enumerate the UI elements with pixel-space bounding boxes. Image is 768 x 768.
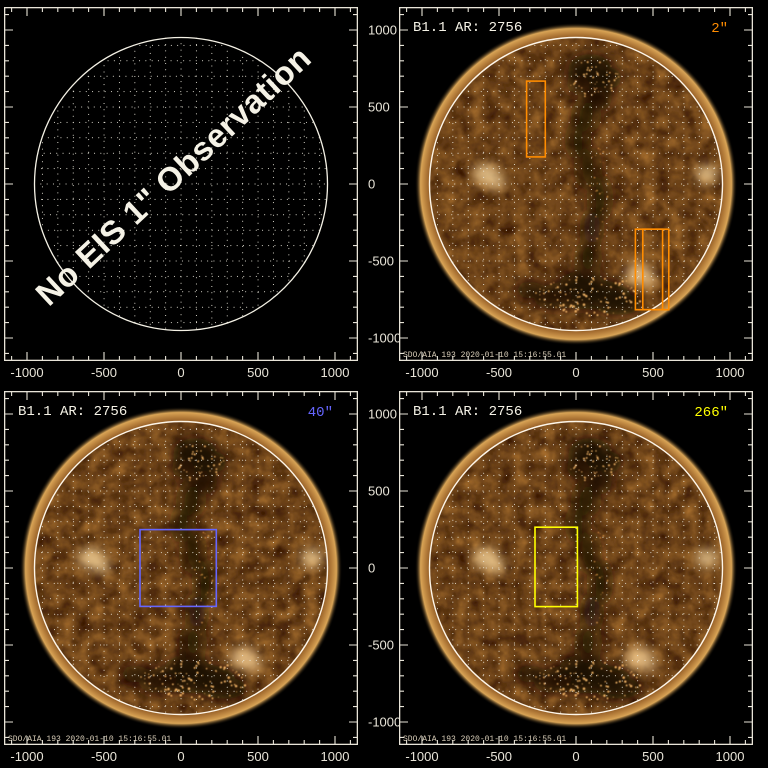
svg-text:1000: 1000 <box>716 365 745 380</box>
svg-text:500: 500 <box>247 365 269 380</box>
svg-text:266": 266" <box>694 405 728 421</box>
svg-text:-1000: -1000 <box>10 749 43 764</box>
svg-text:0: 0 <box>177 749 184 764</box>
svg-text:0: 0 <box>368 561 375 576</box>
svg-text:500: 500 <box>642 749 664 764</box>
svg-text:-1000: -1000 <box>368 715 401 730</box>
svg-text:500: 500 <box>642 365 664 380</box>
svg-text:SDO/AIA 193 2020-01-10 15:1: SDO/AIA 193 2020-01-10 15:16:55.01 <box>403 351 566 360</box>
svg-text:SDO/AIA 193 2020-01-10 15:1: SDO/AIA 193 2020-01-10 15:16:55.01 <box>8 735 171 744</box>
svg-text:B1.1 AR: 2756: B1.1 AR: 2756 <box>18 404 127 420</box>
svg-text:-1000: -1000 <box>405 365 438 380</box>
svg-text:0: 0 <box>572 749 579 764</box>
svg-text:-1000: -1000 <box>405 749 438 764</box>
svg-text:1000: 1000 <box>368 23 397 38</box>
svg-text:B1.1 AR: 2756: B1.1 AR: 2756 <box>413 20 522 36</box>
svg-text:0: 0 <box>177 365 184 380</box>
svg-text:-1000: -1000 <box>10 365 43 380</box>
svg-text:-500: -500 <box>91 749 117 764</box>
svg-text:-500: -500 <box>91 365 117 380</box>
svg-text:1000: 1000 <box>716 749 745 764</box>
svg-text:0: 0 <box>368 177 375 192</box>
svg-text:-500: -500 <box>368 254 394 269</box>
svg-text:0: 0 <box>572 365 579 380</box>
svg-text:500: 500 <box>368 484 390 499</box>
svg-text:-500: -500 <box>368 638 394 653</box>
svg-text:-500: -500 <box>486 749 512 764</box>
svg-text:1000: 1000 <box>321 365 350 380</box>
svg-text:-1000: -1000 <box>368 331 401 346</box>
svg-text:SDO/AIA 193 2020-01-10 15:1: SDO/AIA 193 2020-01-10 15:16:55.01 <box>403 735 566 744</box>
svg-text:500: 500 <box>368 100 390 115</box>
svg-text:500: 500 <box>247 749 269 764</box>
svg-text:40": 40" <box>308 405 333 421</box>
svg-text:1000: 1000 <box>368 407 397 422</box>
svg-text:-500: -500 <box>486 365 512 380</box>
svg-text:2": 2" <box>711 21 728 37</box>
svg-text:B1.1 AR: 2756: B1.1 AR: 2756 <box>413 404 522 420</box>
svg-text:1000: 1000 <box>321 749 350 764</box>
